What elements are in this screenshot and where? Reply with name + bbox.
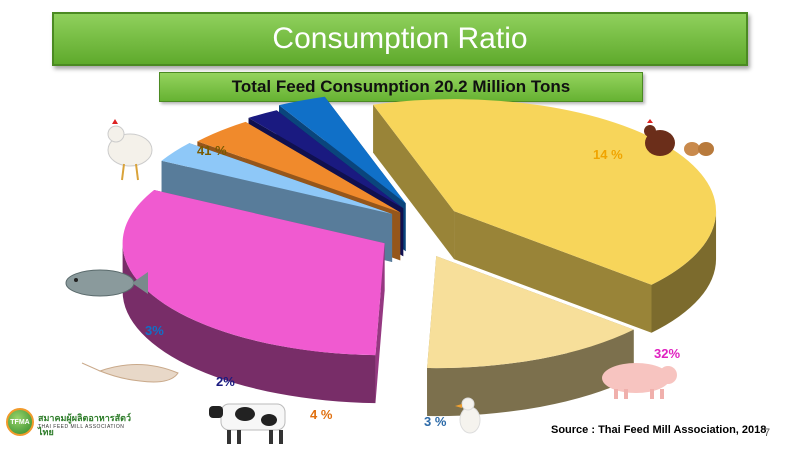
tfma-logo: TFMA สมาคมผู้ผลิตอาหารสัตว์ไทย THAI FEED…	[6, 408, 136, 438]
tfma-logo-icon: TFMA	[6, 408, 34, 436]
slice-label-swine: 32%	[654, 346, 681, 361]
slice-label-shrimp: 2%	[216, 374, 235, 389]
cow-icon	[209, 403, 286, 444]
page-number: 7	[764, 427, 771, 439]
pie-slice-layer	[427, 256, 634, 417]
logo-thai-text: สมาคมผู้ผลิตอาหารสัตว์ไทย	[38, 413, 132, 437]
slice-label-cattle: 4 %	[310, 407, 333, 422]
logo-english-text: THAI FEED MILL ASSOCIATION	[38, 424, 125, 430]
slice-label-chicken-broiler: 41 %	[197, 143, 227, 158]
fish-icon	[65, 269, 148, 297]
shrimp-icon	[81, 362, 179, 383]
chicken-icon	[107, 119, 153, 181]
duck-icon	[455, 397, 481, 434]
page-title: Consumption Ratio	[52, 12, 748, 66]
pie-slice-chicken-broiler	[373, 99, 717, 333]
source-note: Source : Thai Feed Mill Association, 201…	[551, 424, 767, 436]
slice-label-fish: 3%	[145, 323, 164, 338]
slice-label-duck: 3 %	[424, 414, 447, 429]
pig-icon	[602, 363, 677, 399]
pie-slice-swine	[122, 190, 385, 404]
hen-eggs-icon	[644, 119, 714, 156]
slice-label-layer: 14 %	[593, 147, 623, 162]
